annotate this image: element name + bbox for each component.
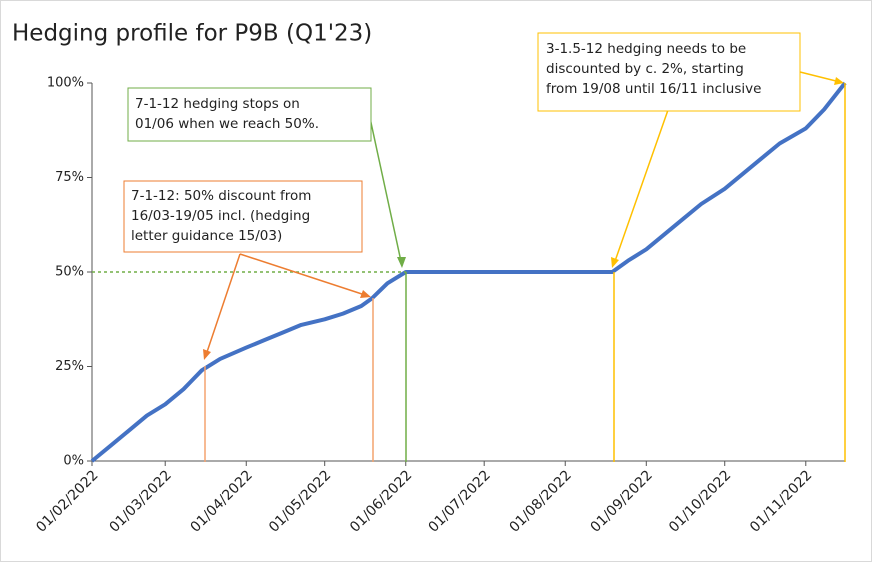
arrowhead <box>834 77 844 85</box>
y-tick-label: 50% <box>55 265 84 280</box>
arrowhead <box>360 290 371 298</box>
annotation-text: 16/03-19/05 incl. (hedging <box>131 208 310 224</box>
annotation-text: discounted by c. 2%, starting <box>546 61 744 77</box>
chart-title: Hedging profile for P9B (Q1'23) <box>12 21 372 47</box>
annotation-guides <box>92 71 846 462</box>
annotation-text: 01/06 when we reach 50%. <box>135 116 319 132</box>
line <box>90 81 847 463</box>
annotation-text: 7-1-12 hedging stops on <box>135 96 300 112</box>
annotation-text: from 19/08 until 16/11 inclusive <box>546 81 761 97</box>
arrowhead <box>203 349 211 360</box>
y-tick-label: 100% <box>47 76 84 91</box>
arrowhead <box>611 257 619 268</box>
annotation-text: letter guidance 15/03) <box>131 228 282 244</box>
arrow <box>369 117 403 267</box>
annotation-text: 7-1-12: 50% discount from <box>131 188 311 204</box>
y-tick-label: 0% <box>63 454 84 469</box>
arrowhead <box>397 257 406 268</box>
arrow <box>205 253 241 356</box>
y-tick-label: 75% <box>55 170 84 185</box>
annotation-box <box>537 32 801 112</box>
annotation-text: 3-1.5-12 hedging needs to be <box>546 41 746 57</box>
arrow <box>613 109 669 265</box>
y-tick-label: 25% <box>55 359 84 374</box>
annotation-box <box>123 180 363 253</box>
annotation-box <box>127 87 372 142</box>
arrow <box>799 71 841 83</box>
arrow <box>239 253 369 297</box>
